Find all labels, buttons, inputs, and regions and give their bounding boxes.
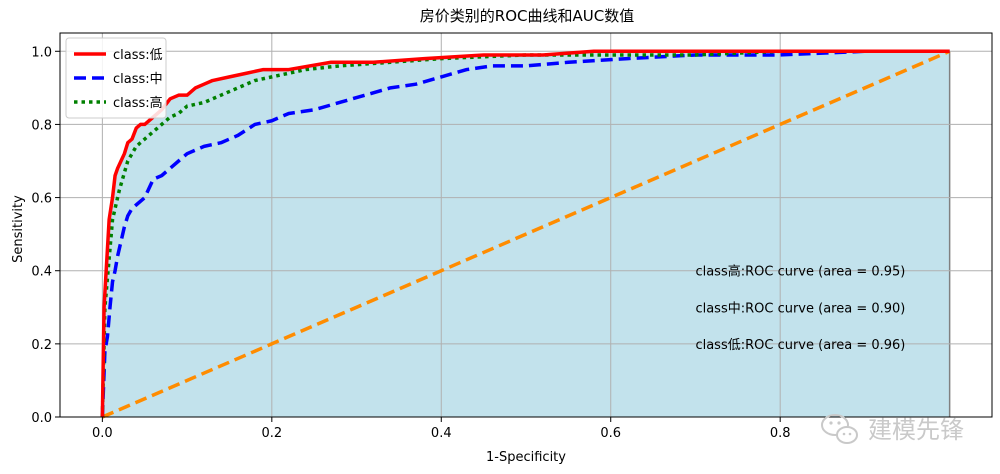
annotation: class中:ROC curve (area = 0.90) bbox=[695, 301, 905, 316]
watermark-text: 建模先锋 bbox=[868, 416, 964, 444]
y-tick-label: 0.6 bbox=[31, 192, 52, 207]
y-tick-label: 0.2 bbox=[31, 338, 52, 353]
series-lines bbox=[100, 49, 951, 419]
watermark: 建模先锋 bbox=[821, 414, 964, 444]
annotation: class低:ROC curve (area = 0.96) bbox=[695, 338, 905, 353]
legend: class:低 class:中 class:高 bbox=[65, 37, 167, 119]
wechat-icon bbox=[821, 414, 858, 444]
x-tick-label: 0.0 bbox=[92, 426, 113, 441]
annotation: class高:ROC curve (area = 0.95) bbox=[695, 264, 905, 280]
y-ticks: 0.0 0.2 0.4 0.6 0.8 1.0 bbox=[31, 45, 60, 426]
series-line bbox=[100, 49, 950, 418]
x-tick-label: 0.8 bbox=[770, 426, 791, 441]
series-line bbox=[101, 49, 951, 419]
x-axis-label: 1-Specificity bbox=[486, 450, 566, 465]
y-tick-label: 1.0 bbox=[31, 45, 52, 60]
legend-label: class:低 bbox=[113, 48, 163, 63]
y-axis-label: Sensitivity bbox=[11, 195, 26, 263]
legend-label: class:高 bbox=[113, 95, 163, 111]
plot-frame bbox=[59, 32, 993, 418]
x-ticks: 0.0 0.2 0.4 0.6 0.8 bbox=[92, 417, 791, 441]
x-tick-label: 0.6 bbox=[600, 426, 621, 441]
x-tick-label: 0.2 bbox=[261, 426, 282, 441]
series-line bbox=[100, 49, 950, 418]
y-tick-label: 0.4 bbox=[31, 265, 52, 280]
legend-label: class:中 bbox=[113, 72, 163, 87]
x-tick-label: 0.4 bbox=[431, 426, 452, 441]
y-tick-label: 0.8 bbox=[31, 118, 52, 133]
chart-title: 房价类别的ROC曲线和AUC数值 bbox=[420, 7, 634, 25]
y-tick-label: 0.0 bbox=[31, 411, 52, 426]
legend-box bbox=[65, 37, 167, 119]
auc-annotations: class高:ROC curve (area = 0.95) class中:ROC… bbox=[695, 264, 905, 353]
